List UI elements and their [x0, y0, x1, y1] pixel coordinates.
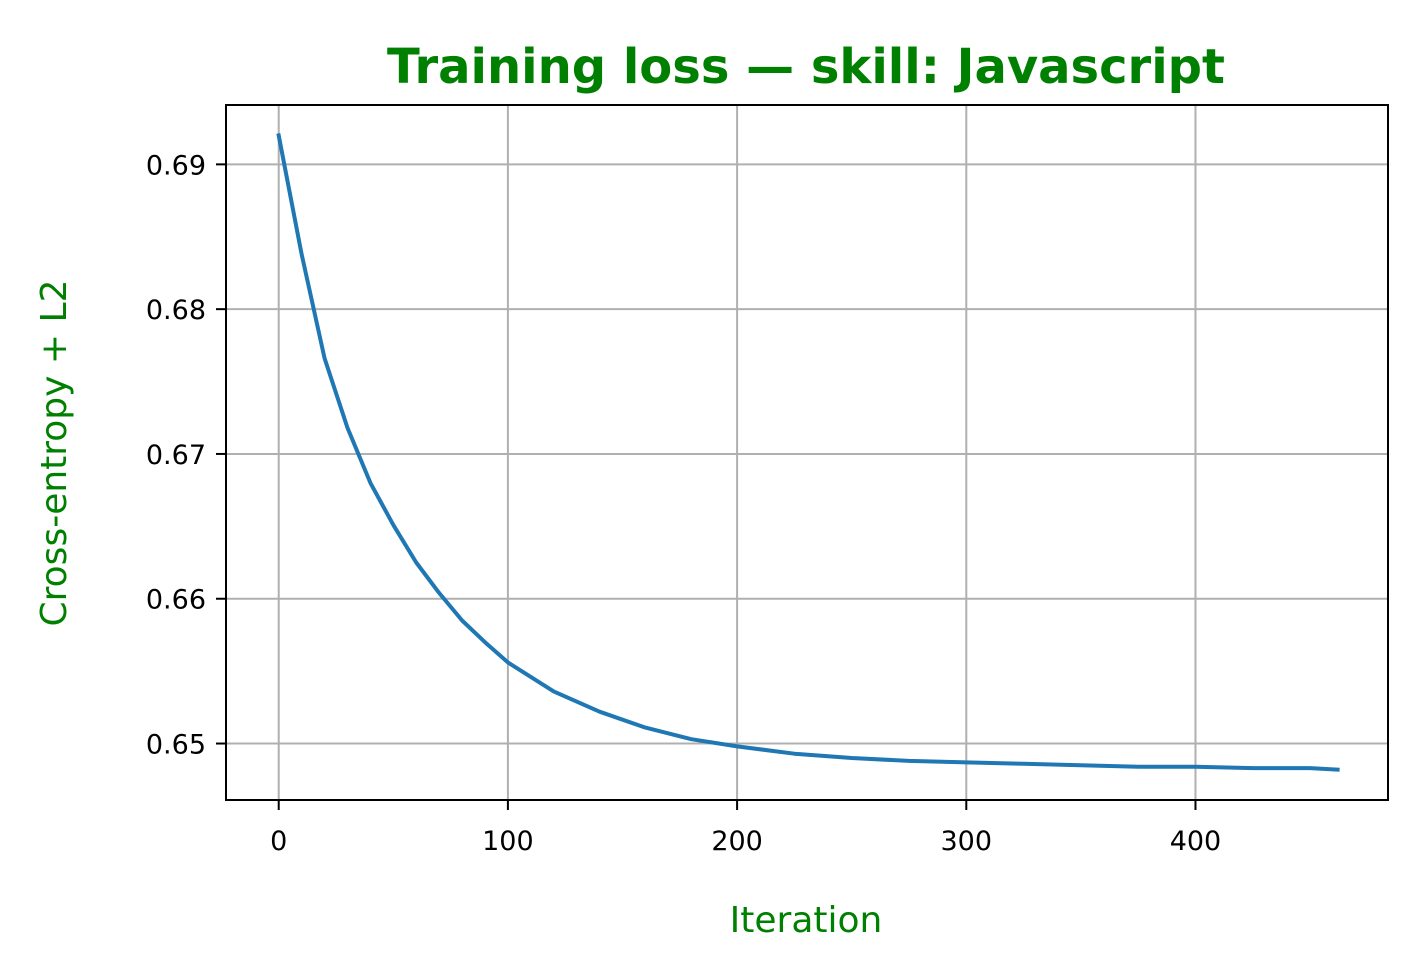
grid [226, 105, 1388, 800]
y-tick-label: 0.65 [146, 730, 206, 761]
series-layer [276, 133, 1340, 772]
x-axis-label: Iteration [730, 900, 883, 941]
y-tick-label: 0.66 [146, 585, 206, 616]
y-tick-label: 0.68 [146, 295, 206, 326]
x-tick-label: 300 [941, 826, 993, 857]
chart-title: Training loss — skill: Javascript [387, 39, 1225, 95]
x-tick-label: 0 [270, 826, 287, 857]
y-tick-label: 0.69 [146, 150, 206, 181]
y-tick-label: 0.67 [146, 440, 206, 471]
y-axis-label: Cross-entropy + L2 [34, 280, 75, 627]
loss-series-line [276, 133, 1340, 772]
plot-frame [225, 104, 1389, 801]
x-tick-label: 100 [482, 826, 534, 857]
ticks: 0 100 200 300 400 0.65 0.66 0.67 0.68 0.69 [146, 150, 1221, 857]
x-tick-label: 400 [1170, 826, 1222, 857]
x-tick-label: 200 [711, 826, 763, 857]
